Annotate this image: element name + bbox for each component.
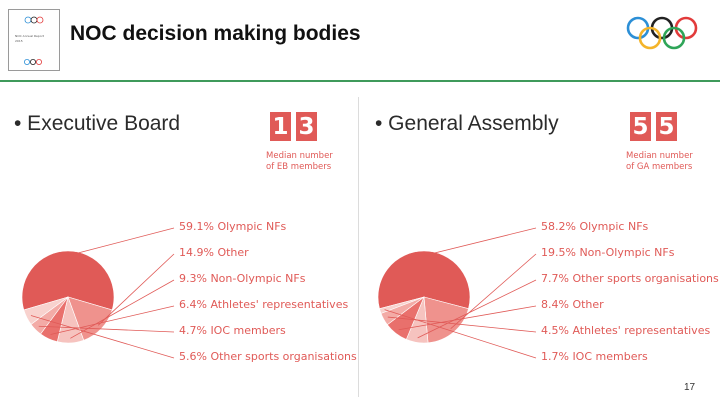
thumbnail-olympic-rings-icon bbox=[24, 16, 44, 24]
eb-slice-other-sports-organisations bbox=[23, 296, 69, 325]
eb-legend-non-olympic-nfs: 9.3% Non-Olympic NFs bbox=[179, 272, 306, 285]
thumbnail-year: 2015 bbox=[15, 39, 23, 43]
thumbnail-title: NOC Annual Report bbox=[15, 34, 44, 38]
ga-leader-athletes-representatives bbox=[387, 316, 537, 333]
eb-median-digit-1: 1 bbox=[270, 112, 291, 141]
ga-legend-other: 8.4% Other bbox=[541, 298, 604, 311]
general-assembly-bullet: • General Assembly bbox=[375, 112, 559, 135]
ga-leader-other bbox=[398, 305, 537, 331]
ga-caption-line-2: of GA members bbox=[626, 162, 693, 172]
eb-leader-olympic-nfs bbox=[67, 227, 175, 256]
ga-slice-non-olympic-nfs bbox=[423, 296, 469, 344]
ga-legend-olympic-nfs: 58.2% Olympic NFs bbox=[541, 220, 649, 233]
executive-board-leader-lines bbox=[30, 227, 175, 359]
header-divider bbox=[0, 80, 720, 82]
ga-caption-line-1: Median number bbox=[626, 151, 693, 161]
ga-leader-non-olympic-nfs bbox=[450, 253, 537, 329]
eb-legend-athletes-representatives: 6.4% Athletes' representatives bbox=[179, 298, 349, 311]
ga-legend-non-olympic-nfs: 19.5% Non-Olympic NFs bbox=[541, 246, 675, 259]
eb-legend-other: 14.9% Other bbox=[179, 246, 249, 259]
column-divider bbox=[358, 97, 359, 397]
executive-board-bullet: • Executive Board bbox=[14, 112, 181, 135]
page-title: NOC decision making bodies bbox=[70, 22, 361, 45]
ga-slice-ioc-members bbox=[379, 296, 425, 314]
ga-legend-ioc-members: 1.7% IOC members bbox=[541, 350, 648, 363]
ga-median-caption: Median number of GA members bbox=[626, 151, 693, 173]
eb-legend-other-sports-organisations: 5.6% Other sports organisations bbox=[179, 350, 357, 363]
report-thumbnail: NOC Annual Report 2015 bbox=[8, 9, 60, 71]
ga-slice-olympic-nfs bbox=[377, 250, 471, 310]
eb-legend-olympic-nfs: 59.1% Olympic NFs bbox=[179, 220, 287, 233]
eb-leader-ioc-members bbox=[38, 325, 175, 333]
olympic-rings-icon bbox=[626, 16, 698, 50]
thumbnail-rings-bottom-icon bbox=[23, 59, 42, 65]
ga-legend-athletes-representatives: 4.5% Athletes' representatives bbox=[541, 324, 711, 337]
executive-board-pie-chart bbox=[21, 250, 115, 344]
eb-slice-olympic-nfs bbox=[21, 250, 115, 311]
ga-leader-ioc-members bbox=[384, 309, 537, 359]
eb-median-digit-2: 3 bbox=[296, 112, 317, 141]
ga-leader-olympic-nfs bbox=[423, 227, 537, 256]
general-assembly-pie-chart bbox=[377, 250, 471, 344]
eb-leader-other-sports-organisations bbox=[30, 315, 175, 359]
eb-median-caption: Median number of EB members bbox=[266, 151, 333, 173]
eb-leader-athletes-representatives bbox=[50, 305, 175, 335]
ga-leader-other-sports-organisations bbox=[417, 279, 537, 339]
eb-caption-line-1: Median number bbox=[266, 151, 333, 161]
ga-legend-other-sports-organisations: 7.7% Other sports organisations bbox=[541, 272, 719, 285]
ga-median-digit-1: 5 bbox=[630, 112, 651, 141]
eb-caption-line-2: of EB members bbox=[266, 162, 332, 172]
page-number: 17 bbox=[684, 382, 696, 393]
eb-leader-other bbox=[97, 253, 175, 326]
eb-legend-ioc-members: 4.7% IOC members bbox=[179, 324, 286, 337]
ga-median-digit-2: 5 bbox=[656, 112, 677, 141]
